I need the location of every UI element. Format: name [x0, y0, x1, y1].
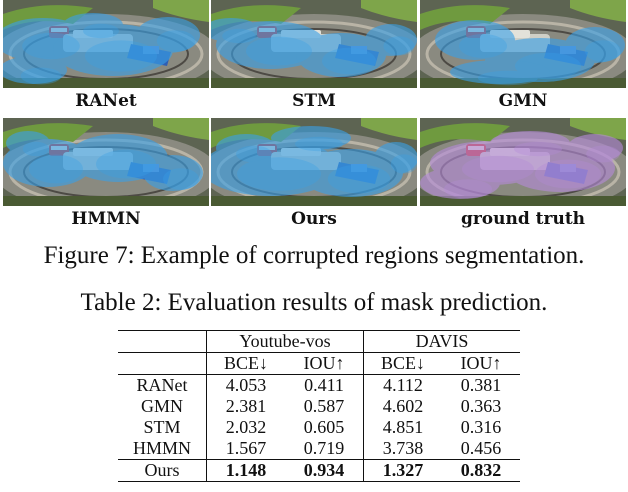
train-scene-image: [420, 0, 626, 88]
value-cell: 4.112: [363, 374, 442, 396]
train-scene-image: [3, 118, 209, 206]
corner-cell: [118, 330, 207, 353]
table-row: HMMN 1.567 0.719 3.738 0.456: [118, 438, 520, 460]
train-scene-image: [211, 0, 417, 88]
value-cell: 0.363: [460, 396, 502, 416]
panel-gmn: GMN: [420, 0, 626, 115]
value-cell: 1.148: [206, 459, 285, 482]
panel-label: HMMN: [71, 209, 141, 229]
value-cell: 3.738: [382, 438, 424, 458]
table-caption: Table 2: Evaluation results of mask pred…: [80, 289, 548, 316]
value-cell: 0.832: [442, 459, 520, 482]
figure-7: RANet STM GMN HMMN Ours ground truth: [0, 0, 628, 240]
train-scene-image: [420, 118, 626, 206]
value-cell: 0.456: [460, 438, 502, 458]
value-cell: 4.053: [206, 374, 285, 396]
value-cell: 0.719: [285, 438, 364, 460]
value-cell: 0.934: [285, 459, 364, 482]
panel-label: GMN: [498, 91, 548, 111]
method-cell: GMN: [118, 396, 207, 417]
panel-label: ground truth: [460, 209, 586, 229]
panel-label: STM: [292, 91, 336, 111]
panel-ranet: RANet: [3, 0, 209, 115]
panel-stm: STM: [211, 0, 417, 115]
panel-ground-truth: ground truth: [420, 118, 626, 233]
train-scene-image: [211, 118, 417, 206]
figure-caption: Figure 7: Example of corrupted regions s…: [43, 242, 585, 269]
results-table: Youtube-vos DAVIS BCE↓ IOU↑ BCE↓ IOU↑ RA…: [118, 330, 520, 482]
table-row: Ours 1.148 0.934 1.327 0.832: [118, 459, 520, 482]
panel-label: RANet: [75, 91, 137, 111]
metric-header: IOU↑: [442, 352, 520, 375]
value-cell: 4.851: [382, 417, 424, 437]
value-cell: 0.605: [285, 417, 364, 438]
panel-label: Ours: [291, 209, 337, 229]
train-scene-image: [3, 0, 209, 88]
group-header-youtube-vos: Youtube-vos: [206, 330, 364, 353]
group-header-davis: DAVIS: [363, 330, 520, 353]
value-cell: 0.411: [285, 374, 364, 396]
value-cell: 2.032: [225, 417, 267, 437]
panel-hmmn: HMMN: [3, 118, 209, 233]
metric-header: BCE↓: [206, 352, 285, 375]
value-cell: 0.587: [285, 396, 364, 417]
corner-cell: [118, 352, 207, 375]
metric-header: IOU↑: [285, 352, 364, 375]
method-cell: STM: [118, 417, 207, 438]
value-cell: 0.316: [460, 417, 502, 437]
value-cell: 1.567: [225, 438, 267, 458]
value-cell: 4.602: [382, 396, 424, 416]
value-cell: 0.381: [442, 374, 520, 396]
value-cell: 2.381: [225, 396, 267, 416]
method-cell: Ours: [118, 459, 207, 482]
method-cell: HMMN: [118, 438, 207, 460]
panel-ours: Ours: [211, 118, 417, 233]
metric-header: BCE↓: [363, 352, 442, 375]
table-row: GMN 2.381 0.587 4.602 0.363: [118, 396, 520, 417]
table-row: STM 2.032 0.605 4.851 0.316: [118, 417, 520, 438]
method-cell: RANet: [118, 374, 207, 396]
table-row: RANet 4.053 0.411 4.112 0.381: [118, 374, 520, 396]
value-cell: 1.327: [363, 459, 442, 482]
